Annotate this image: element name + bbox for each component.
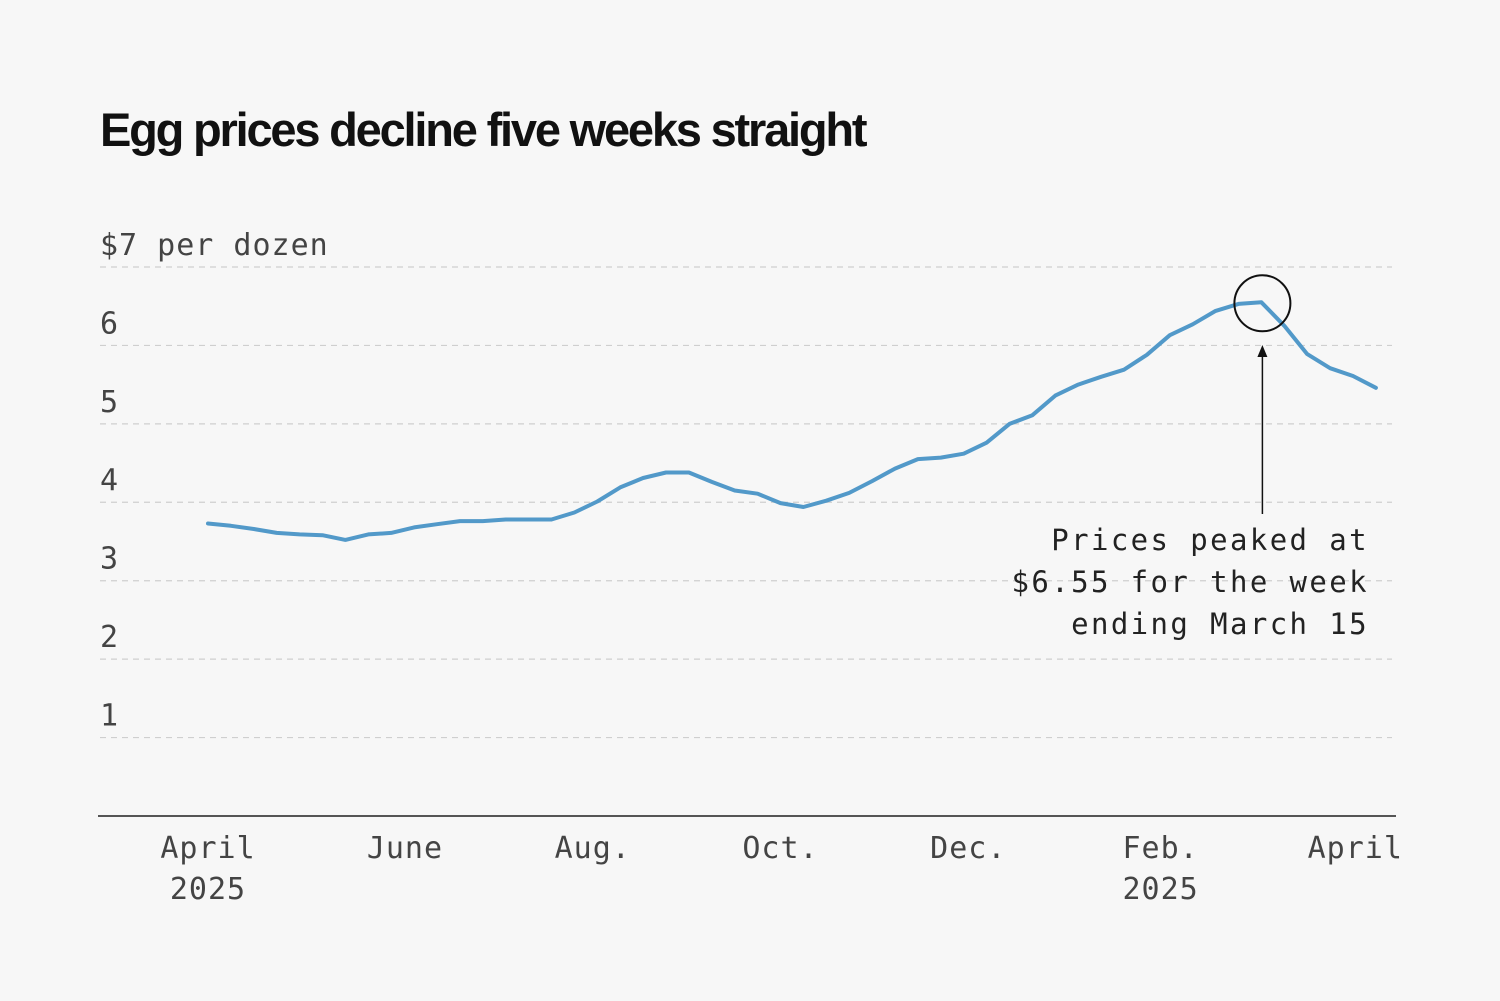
annotation-text-line-2: ending March 15 bbox=[1071, 607, 1369, 641]
annotation-text-line-0: Prices peaked at bbox=[1051, 523, 1369, 557]
y-tick-label-1: 1 bbox=[100, 699, 118, 734]
x-tick-label-3: Oct. bbox=[742, 831, 818, 866]
x-tick-year-0: 2025 bbox=[170, 872, 246, 907]
y-tick-label-7: $7 per dozen bbox=[100, 228, 329, 263]
gridlines bbox=[100, 266, 1392, 739]
x-tick-label-0: April bbox=[160, 831, 255, 866]
annotation-text-line-1: $6.55 for the week bbox=[1012, 565, 1369, 599]
y-tick-label-5: 5 bbox=[100, 385, 118, 420]
x-tick-label-6: April bbox=[1308, 831, 1403, 866]
x-tick-label-5: Feb. bbox=[1123, 831, 1199, 866]
x-tick-label-2: Aug. bbox=[555, 831, 631, 866]
y-axis-labels: $7 per dozen 6 5 4 3 2 1 bbox=[100, 228, 329, 734]
y-tick-label-3: 3 bbox=[100, 542, 118, 577]
annotation-arrow-head bbox=[1257, 345, 1268, 357]
series-layer bbox=[206, 300, 1378, 542]
x-tick-label-1: June bbox=[367, 831, 443, 866]
x-axis-labels: April 2025 June Aug. Oct. Dec. Feb. 2025 April bbox=[160, 831, 1403, 907]
y-tick-label-4: 4 bbox=[100, 463, 118, 498]
x-tick-year-5: 2025 bbox=[1123, 872, 1199, 907]
series-line-0 bbox=[206, 300, 1378, 542]
y-tick-label-2: 2 bbox=[100, 620, 118, 655]
peak-circle bbox=[1233, 274, 1292, 333]
x-tick-label-4: Dec. bbox=[930, 831, 1006, 866]
chart-title: Egg prices decline five weeks straight bbox=[100, 103, 868, 156]
y-tick-label-6: 6 bbox=[100, 306, 118, 341]
peak-annotation: Prices peaked at $6.55 for the week ending… bbox=[1012, 274, 1369, 641]
